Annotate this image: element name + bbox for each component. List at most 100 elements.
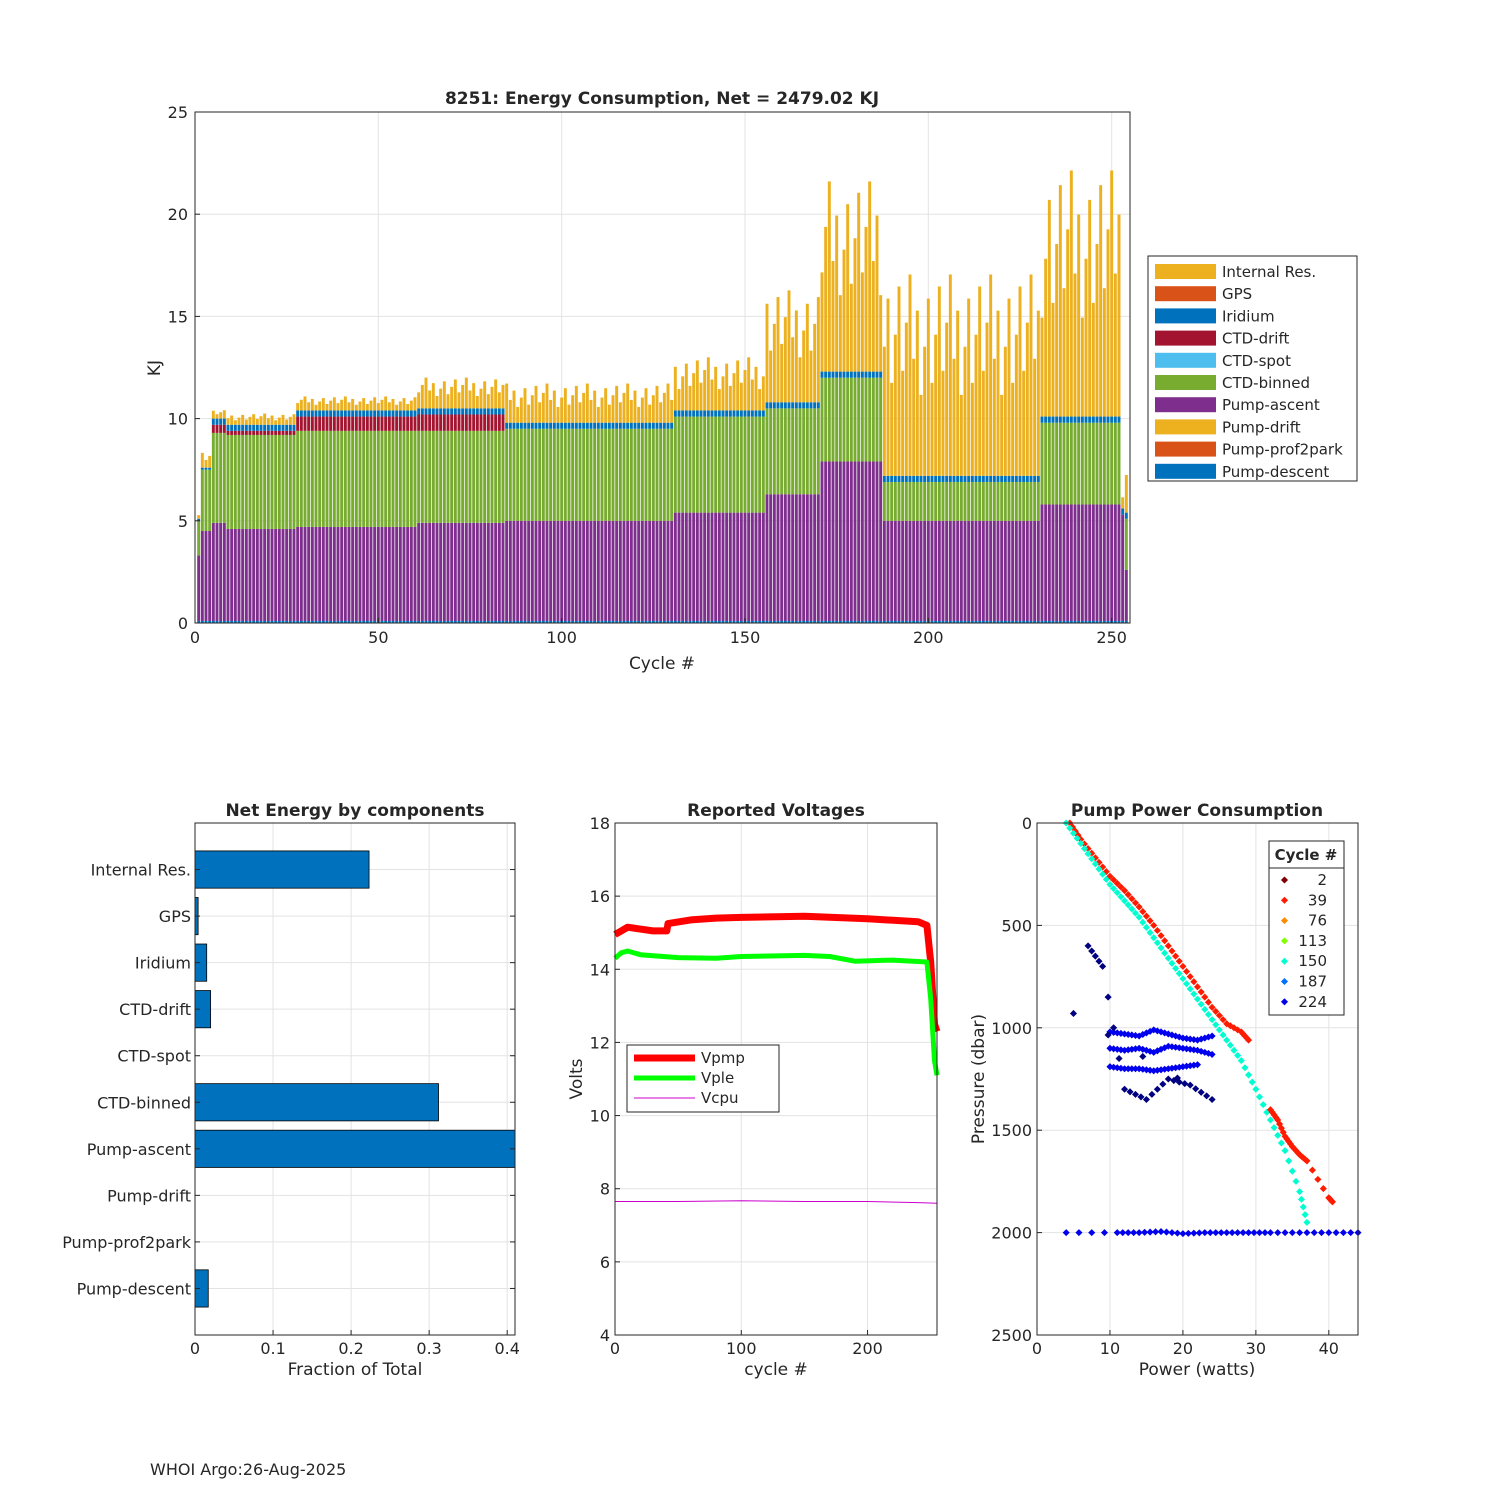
- legend-label: Iridium: [1222, 307, 1275, 325]
- bar-internal-res: [670, 399, 674, 423]
- bar-pump-ascent: [226, 528, 230, 621]
- bar-iridium: [743, 410, 747, 417]
- bar-internal-res: [703, 369, 707, 411]
- hbar-ticks: 0 0.1 0.2 0.3 0.4 Internal Res. GPS Iridium CTD-…: [62, 861, 520, 1358]
- bar-pump-ascent: [820, 461, 824, 621]
- bar-internal-res: [446, 394, 450, 409]
- bar-pump-descent: [501, 620, 505, 623]
- bar-pump-descent: [439, 620, 443, 623]
- y-tick-label: 1000: [991, 1019, 1032, 1038]
- bar-ctd-binned: [446, 430, 450, 523]
- bar-pump-ascent: [288, 528, 292, 621]
- legend-swatch: [1155, 397, 1216, 413]
- bar-iridium: [197, 518, 201, 521]
- bar-pump-descent: [200, 620, 204, 623]
- bar-pump-ascent: [211, 522, 215, 621]
- bar-pump-descent: [754, 620, 758, 623]
- bar-ctd-drift: [237, 430, 241, 435]
- bar-iridium: [439, 408, 443, 415]
- legend-label: Pump-drift: [1222, 418, 1301, 436]
- bar-ctd-binned: [1095, 422, 1099, 505]
- bar-pump-ascent: [1088, 504, 1092, 621]
- bar-internal-res: [681, 376, 685, 411]
- bar-iridium: [252, 424, 256, 431]
- bar-ctd-binned: [934, 481, 938, 521]
- bar-internal-res: [274, 420, 278, 425]
- bar-pump-descent: [670, 620, 674, 623]
- bar-ctd-drift: [439, 414, 443, 431]
- bar-ctd-binned: [662, 428, 666, 521]
- bar-ctd-binned: [1102, 422, 1106, 505]
- bar-pump-ascent: [219, 522, 223, 621]
- bar-internal-res: [200, 452, 204, 468]
- bar-ctd-binned: [882, 481, 886, 521]
- bar-pump-ascent: [948, 520, 952, 621]
- bar-pump-descent: [794, 620, 798, 623]
- bar-ctd-binned: [875, 377, 879, 462]
- bar-internal-res: [226, 418, 230, 425]
- bar-iridium: [1080, 416, 1084, 423]
- bar-iridium: [875, 371, 879, 378]
- bar-iridium: [494, 408, 498, 415]
- bar-iridium: [945, 475, 949, 482]
- bar-ctd-binned: [549, 428, 553, 521]
- bar-internal-res: [1099, 185, 1103, 417]
- bar-ctd-binned: [365, 430, 369, 527]
- bar-internal-res: [266, 418, 270, 425]
- bar-ctd-drift: [332, 416, 336, 431]
- bar-iridium: [391, 410, 395, 417]
- bar-pump-ascent: [695, 512, 699, 621]
- bar-iridium: [1029, 475, 1033, 482]
- bar-ctd-binned: [1091, 422, 1095, 505]
- bar-pump-ascent: [362, 526, 366, 621]
- bar-internal-res: [769, 350, 773, 403]
- bar-pump-descent: [736, 620, 740, 623]
- bar-pump-ascent: [417, 522, 421, 621]
- bar-ctd-binned: [706, 416, 710, 513]
- legend-swatch: [1155, 375, 1216, 390]
- bar-internal-res: [428, 390, 432, 409]
- bar-iridium: [215, 418, 219, 425]
- bar-ctd-binned: [629, 428, 633, 521]
- bar-internal-res: [384, 396, 388, 411]
- bar-iridium: [1095, 416, 1099, 423]
- bar-ctd-binned: [890, 481, 894, 521]
- bar-iridium: [776, 402, 780, 409]
- bar-iridium: [783, 402, 787, 409]
- bar-pump-ascent: [637, 520, 641, 621]
- bar-internal-res: [574, 385, 578, 423]
- bar-pump-descent: [1091, 620, 1095, 623]
- x-tick-label: 250: [1096, 628, 1127, 647]
- bar-pump-ascent: [497, 522, 501, 621]
- bar-pump-ascent: [981, 520, 985, 621]
- bar-pump-ascent: [648, 520, 652, 621]
- bar-iridium: [802, 402, 806, 409]
- bar-pump-ascent: [589, 520, 593, 621]
- top-axes-box: [194, 111, 1131, 624]
- x-tick-label: 0: [1032, 1339, 1042, 1358]
- bar-pump-descent: [534, 620, 538, 623]
- bar-pump-descent: [981, 620, 985, 623]
- bar-internal-res: [721, 376, 725, 411]
- bar-pump-ascent: [677, 512, 681, 621]
- bar-iridium: [318, 410, 322, 417]
- bar-internal-res: [398, 401, 402, 411]
- bar-iridium: [633, 422, 637, 429]
- bar-pump-descent: [640, 620, 644, 623]
- bar-internal-res: [981, 370, 985, 476]
- bar-pump-descent: [530, 620, 534, 623]
- bar-ctd-binned: [868, 377, 872, 462]
- bar-ctd-drift: [391, 416, 395, 431]
- bar-ctd-binned: [523, 428, 527, 521]
- bar-internal-res: [736, 360, 740, 411]
- bar-internal-res: [886, 298, 890, 476]
- bar-ctd-drift: [472, 414, 476, 431]
- bar-pump-ascent: [879, 461, 883, 621]
- bar-iridium: [266, 424, 270, 431]
- bar-pump-descent: [222, 620, 226, 623]
- bar-ctd-binned: [226, 434, 230, 529]
- bar-pump-descent: [428, 620, 432, 623]
- bar-pump-descent: [725, 620, 729, 623]
- bar-pump-descent: [721, 620, 725, 623]
- bar-internal-res: [1025, 322, 1029, 476]
